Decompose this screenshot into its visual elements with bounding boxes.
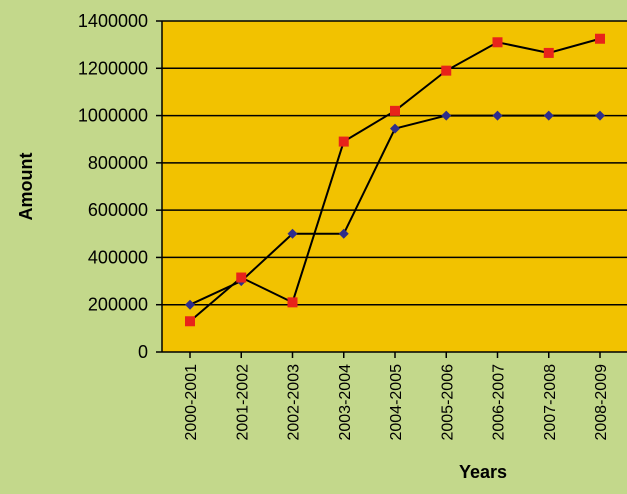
series-2-point: [390, 105, 400, 116]
y-tick-label: 800000: [88, 153, 148, 173]
series-2-point: [492, 37, 503, 48]
y-tick-label: 0: [138, 342, 148, 362]
series-1-point: [338, 228, 349, 239]
series-2-point: [338, 136, 349, 147]
x-axis-title: Years: [459, 462, 507, 482]
series-2-point: [185, 316, 195, 327]
series-2-point: [441, 65, 452, 76]
series-2-point: [543, 47, 554, 58]
series-1-point: [185, 299, 195, 310]
x-tick-label: 2002-2003: [286, 364, 303, 441]
plot-area: [162, 21, 627, 352]
y-tick-label: 1000000: [78, 106, 148, 126]
series-1-point: [492, 110, 503, 121]
x-tick-label: 2007-2008: [542, 364, 559, 441]
x-tick-label: 2001-2002: [234, 364, 251, 441]
y-tick-label: 1200000: [78, 58, 148, 78]
y-axis-ticks: 0 200000 400000 600000 800000 1000000 1200000 1…: [78, 11, 162, 362]
series-1-point: [287, 228, 298, 239]
x-tick-label: 2003-2004: [337, 364, 354, 441]
x-tick-label: 2000-2001: [183, 364, 200, 441]
y-tick-label: 1400000: [78, 11, 148, 31]
x-axis-ticks: 2000-2001 2001-2002 2002-2003 2003-2004 2004…: [183, 352, 610, 441]
series-markers: [185, 33, 605, 327]
x-tick-label: 2004-2005: [388, 364, 405, 441]
series-1-point: [595, 110, 605, 121]
series-2-point: [236, 272, 247, 283]
x-tick-label: 2005-2006: [439, 364, 456, 441]
x-tick-label: 2008-2009: [593, 364, 610, 441]
series-1-point: [441, 110, 452, 121]
series-1-point: [390, 123, 400, 134]
y-tick-label: 400000: [88, 247, 148, 267]
series-2-point: [287, 297, 298, 308]
y-tick-label: 600000: [88, 200, 148, 220]
y-tick-label: 200000: [88, 295, 148, 315]
x-tick-label: 2006-2007: [491, 364, 508, 441]
series-1-point: [543, 110, 554, 121]
y-axis-title: Amount: [16, 153, 36, 221]
series-2-point: [595, 33, 605, 44]
